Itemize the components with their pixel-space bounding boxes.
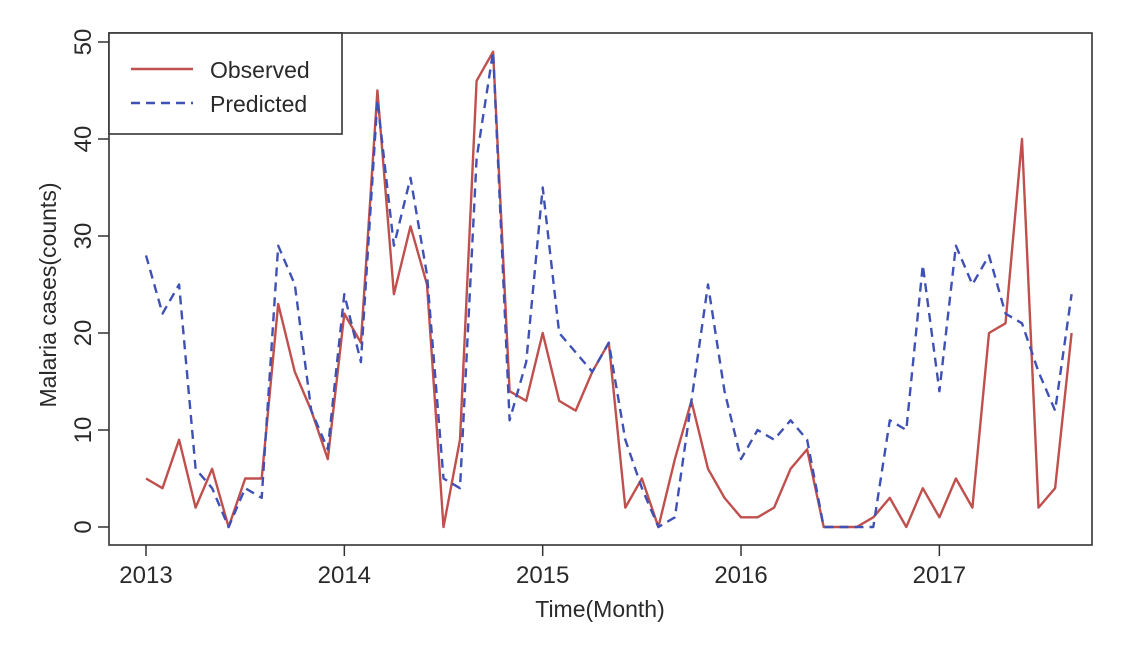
legend-box <box>108 32 343 135</box>
y-tick-label: 0 <box>70 520 97 533</box>
y-tick-label: 30 <box>70 223 97 250</box>
y-tick-label: 20 <box>70 320 97 347</box>
series-group <box>144 50 1073 529</box>
legend-label-predicted: Predicted <box>210 91 307 117</box>
y-tick-label: 40 <box>70 126 97 153</box>
y-tick-label: 50 <box>70 29 97 56</box>
legend: Observed Predicted <box>108 32 343 135</box>
y-axis: 0 10 20 30 40 50 <box>70 29 109 534</box>
y-tick-label: 10 <box>70 417 97 444</box>
x-tick-label: 2013 <box>119 562 172 589</box>
legend-label-observed: Observed <box>210 57 310 83</box>
plot-frame <box>108 32 1093 546</box>
x-axis: 2013 2014 2015 2016 2017 <box>119 545 966 589</box>
x-tick-label: 2015 <box>516 562 569 589</box>
y-axis-title: Malaria cases(counts) <box>35 183 61 408</box>
x-tick-label: 2017 <box>913 562 966 589</box>
series-line-predicted <box>144 50 1073 529</box>
x-axis-title: Time(Month) <box>535 596 665 622</box>
x-tick-label: 2014 <box>318 562 371 589</box>
x-tick-label: 2016 <box>714 562 767 589</box>
